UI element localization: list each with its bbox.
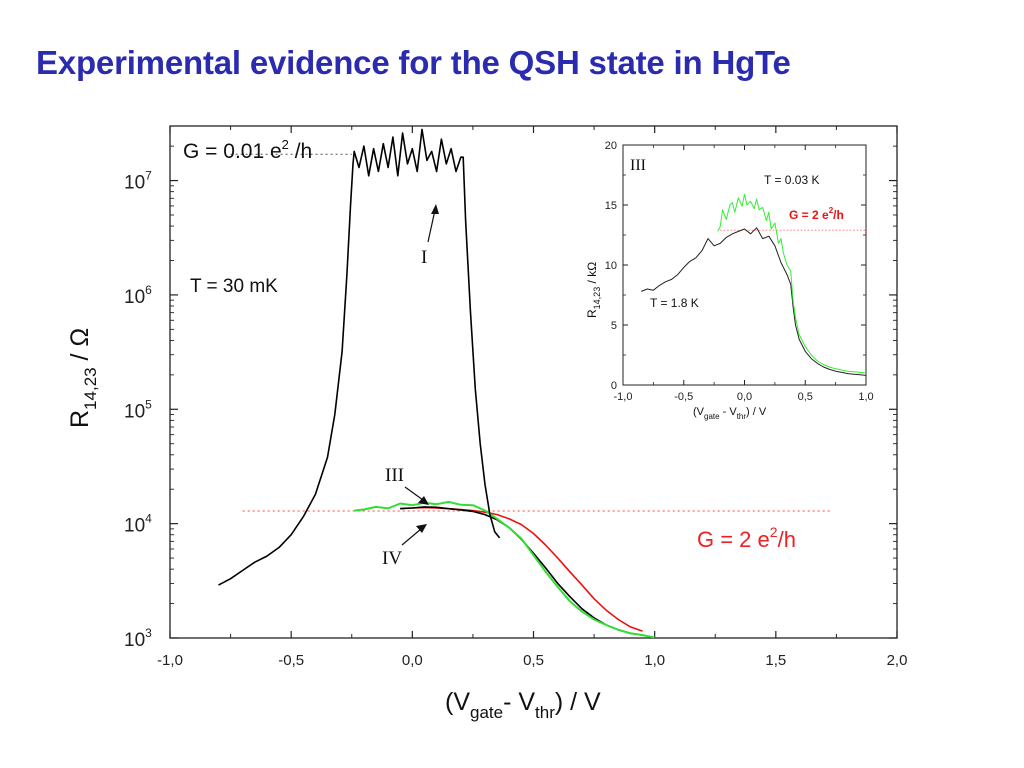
- inset-y-tick-label: 15: [605, 200, 617, 212]
- label-curve-III: III: [385, 465, 404, 486]
- inset-panel-label: III: [630, 157, 646, 174]
- slide-title: Experimental evidence for the QSH state …: [36, 44, 791, 81]
- main-y-tick-label: 105: [124, 397, 152, 422]
- arrow-IV: [401, 528, 422, 546]
- main-y-tick-label: 103: [124, 626, 152, 651]
- annotation-bottom-g: G = 2 e2/h: [697, 524, 796, 552]
- inset-chart: -1,0 -0,5 0,0 0,5 1,0 0 5 10 15 20 III T = 0.03 …: [585, 138, 880, 428]
- inset-series-line-0: [641, 227, 866, 376]
- inset-x-tick-label: -1,0: [614, 391, 633, 403]
- label-curve-I: I: [421, 247, 427, 268]
- arrow-III: [404, 486, 424, 501]
- inset-y-tick-label: 0: [611, 380, 617, 392]
- main-series-line-III: [354, 500, 655, 638]
- main-y-tick-label: 104: [124, 512, 152, 537]
- arrow-I-head: [431, 204, 439, 214]
- inset-annotation-g: G = 2 e2/h: [789, 206, 844, 222]
- arrow-IV-head: [416, 524, 427, 533]
- inset-x-tick-label: 1,0: [858, 391, 873, 403]
- arrow-III-head: [418, 496, 429, 505]
- main-y-tick-label: 107: [124, 169, 152, 194]
- inset-series-line-1: [717, 193, 866, 374]
- annotation-temperature: T = 30 mK: [190, 276, 278, 297]
- main-x-tick-label: 0,5: [523, 652, 544, 669]
- main-x-tick-label: -1,0: [157, 652, 183, 669]
- inset-y-tick-label: 20: [605, 140, 617, 152]
- inset-background: [600, 138, 880, 428]
- main-series-line-red: [400, 506, 643, 632]
- label-curve-IV: IV: [382, 548, 402, 569]
- inset-series: [641, 193, 866, 376]
- main-x-ticks: -1,0 -0,5 0,0 0,5 1,0 1,5 2,0: [157, 126, 907, 669]
- inset-x-tick-label: 0,5: [798, 391, 813, 403]
- main-series-line-I: [218, 128, 501, 586]
- inset-y-tick-label: 5: [611, 320, 617, 332]
- inset-y-ticks: 0 5 10 15 20: [605, 140, 866, 392]
- main-y-axis-label: R14,23 / Ω: [66, 328, 100, 428]
- main-x-tick-label: 1,5: [765, 652, 786, 669]
- main-x-tick-label: 0,0: [402, 652, 423, 669]
- main-chart: -1,0 -0,5 0,0 0,5 1,0 1,5 2,0 103104105106107 …: [66, 125, 907, 722]
- arrow-I: [427, 209, 436, 243]
- main-y-tick-label: 106: [124, 283, 152, 308]
- main-x-tick-label: -0,5: [278, 652, 304, 669]
- inset-annotation-t-low: T = 0.03 K: [764, 173, 819, 187]
- main-x-tick-label: 2,0: [887, 652, 908, 669]
- main-x-tick-label: 1,0: [644, 652, 665, 669]
- main-reference-lines: [230, 153, 832, 512]
- main-series: [218, 128, 655, 638]
- main-series-line-IV: [400, 506, 643, 636]
- main-x-axis-label: (Vgate- Vthr) / V: [445, 688, 601, 722]
- inset-x-axis-label: (Vgate - Vthr) / V: [693, 406, 767, 421]
- inset-y-axis-label: R14,23 / kΩ: [585, 262, 602, 318]
- inset-annotation-t-high: T = 1.8 K: [650, 296, 699, 310]
- annotation-top-g: G = 0.01 e2 /h: [183, 137, 312, 163]
- inset-x-ticks: -1,0 -0,5 0,0 0,5 1,0: [614, 145, 874, 403]
- inset-x-tick-label: -0,5: [674, 391, 693, 403]
- inset-y-tick-label: 10: [605, 260, 617, 272]
- inset-x-tick-label: 0,0: [737, 391, 752, 403]
